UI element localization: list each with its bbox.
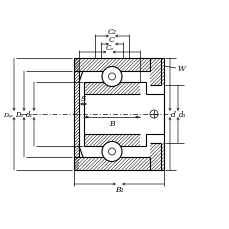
Text: C: C [109,36,114,44]
Text: W: W [177,65,185,73]
Text: d₁: d₁ [26,111,33,118]
Text: Cₐ: Cₐ [105,44,113,52]
Circle shape [101,67,121,87]
Text: S: S [81,95,86,103]
Text: Dₛₚ: Dₛₚ [3,112,13,117]
Text: B: B [109,120,114,128]
Text: C₂: C₂ [107,28,116,36]
Circle shape [101,142,121,162]
Text: d₃: d₃ [178,111,185,118]
Text: d: d [170,111,175,118]
Text: D₁: D₁ [15,111,23,118]
Text: B₁: B₁ [114,185,123,193]
